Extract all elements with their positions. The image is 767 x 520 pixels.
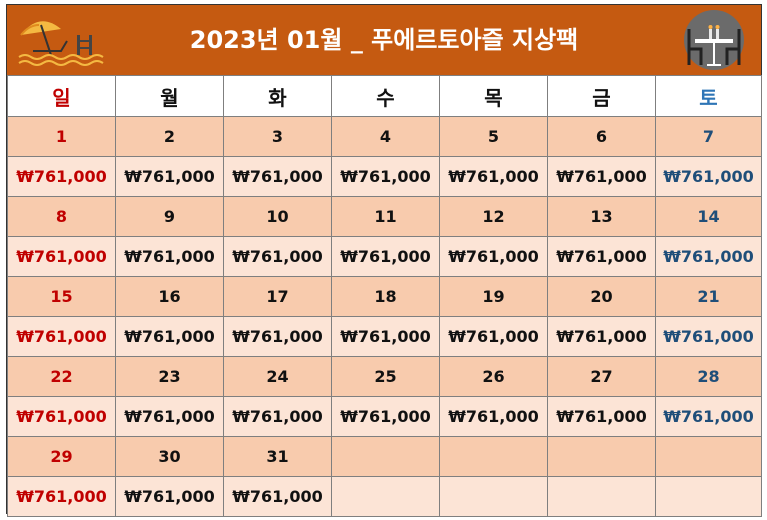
price-cell[interactable]: ₩761,000: [547, 236, 656, 277]
week-4-price-row: ₩761,000 ₩761,000 ₩761,000 ₩761,000 ₩761…: [7, 396, 762, 437]
week-3-price-row: ₩761,000 ₩761,000 ₩761,000 ₩761,000 ₩761…: [7, 316, 762, 357]
price-cell[interactable]: ₩761,000: [331, 316, 440, 357]
day-cell[interactable]: 29: [7, 436, 116, 477]
day-cell[interactable]: 25: [331, 356, 440, 397]
price-cell[interactable]: ₩761,000: [331, 236, 440, 277]
week-2-price-row: ₩761,000 ₩761,000 ₩761,000 ₩761,000 ₩761…: [7, 236, 762, 277]
price-cell[interactable]: ₩761,000: [115, 236, 224, 277]
price-cell[interactable]: ₩761,000: [655, 236, 762, 277]
day-cell[interactable]: 19: [439, 276, 548, 317]
beach-umbrella-pool-icon: [18, 21, 104, 66]
price-cell[interactable]: ₩761,000: [115, 156, 224, 197]
day-cell[interactable]: 8: [7, 196, 116, 237]
week-5-day-row: 29 30 31: [7, 436, 762, 477]
weekday-mon: 월: [115, 75, 224, 117]
day-cell[interactable]: 10: [223, 196, 332, 237]
price-cell[interactable]: ₩761,000: [223, 316, 332, 357]
price-cell[interactable]: ₩761,000: [223, 236, 332, 277]
day-cell[interactable]: 30: [115, 436, 224, 477]
day-cell[interactable]: 24: [223, 356, 332, 397]
weekday-sun: 일: [7, 75, 116, 117]
week-1-day-row: 1 2 3 4 5 6 7: [7, 116, 762, 157]
weekday-tue: 화: [223, 75, 332, 117]
calendar-title: 2023년 01월 _ 푸에르토아즐 지상팩: [189, 26, 579, 54]
price-cell[interactable]: ₩761,000: [547, 316, 656, 357]
week-1-price-row: ₩761,000 ₩761,000 ₩761,000 ₩761,000 ₩761…: [7, 156, 762, 197]
day-cell[interactable]: 28: [655, 356, 762, 397]
price-cell[interactable]: ₩761,000: [223, 156, 332, 197]
empty-cell: [331, 476, 440, 517]
day-cell[interactable]: 31: [223, 436, 332, 477]
day-cell[interactable]: 27: [547, 356, 656, 397]
day-cell[interactable]: 5: [439, 116, 548, 157]
price-cell[interactable]: ₩761,000: [439, 156, 548, 197]
weekday-thu: 목: [439, 75, 548, 117]
day-cell[interactable]: 22: [7, 356, 116, 397]
price-cell[interactable]: ₩761,000: [547, 156, 656, 197]
price-cell[interactable]: ₩761,000: [655, 156, 762, 197]
day-cell[interactable]: 2: [115, 116, 224, 157]
price-cell[interactable]: ₩761,000: [7, 396, 116, 437]
price-cell[interactable]: ₩761,000: [115, 316, 224, 357]
price-cell[interactable]: ₩761,000: [7, 156, 116, 197]
week-2-day-row: 8 9 10 11 12 13 14: [7, 196, 762, 237]
week-5-price-row: ₩761,000 ₩761,000 ₩761,000: [7, 476, 762, 517]
day-cell[interactable]: 13: [547, 196, 656, 237]
price-cell[interactable]: ₩761,000: [547, 396, 656, 437]
day-cell[interactable]: 20: [547, 276, 656, 317]
weekday-sat: 토: [655, 75, 762, 117]
price-cell[interactable]: ₩761,000: [7, 236, 116, 277]
price-cell[interactable]: ₩761,000: [439, 316, 548, 357]
day-cell[interactable]: 21: [655, 276, 762, 317]
price-cell[interactable]: ₩761,000: [655, 396, 762, 437]
day-cell[interactable]: 16: [115, 276, 224, 317]
empty-cell: [547, 436, 656, 477]
calendar-header: 2023년 01월 _ 푸에르토아즐 지상팩: [7, 5, 761, 75]
price-cell[interactable]: ₩761,000: [115, 476, 224, 517]
price-cell[interactable]: ₩761,000: [115, 396, 224, 437]
calendar-grid: 일 월 화 수 목 금 토 1 2 3 4 5 6 7 ₩761,000 ₩76…: [7, 75, 762, 517]
price-cell[interactable]: ₩761,000: [439, 396, 548, 437]
day-cell[interactable]: 23: [115, 356, 224, 397]
day-cell[interactable]: 12: [439, 196, 548, 237]
day-cell[interactable]: 18: [331, 276, 440, 317]
day-cell[interactable]: 26: [439, 356, 548, 397]
calendar-sheet: 2023년 01월 _ 푸에르토아즐 지상팩 일 월 화 수 목 금 토: [6, 4, 762, 517]
weekday-wed: 수: [331, 75, 440, 117]
day-cell[interactable]: 11: [331, 196, 440, 237]
day-cell[interactable]: 14: [655, 196, 762, 237]
empty-cell: [655, 436, 762, 477]
price-cell[interactable]: ₩761,000: [655, 316, 762, 357]
weekday-fri: 금: [547, 75, 656, 117]
empty-cell: [331, 436, 440, 477]
day-cell[interactable]: 7: [655, 116, 762, 157]
weekday-header-row: 일 월 화 수 목 금 토: [7, 75, 762, 117]
price-cell[interactable]: ₩761,000: [331, 396, 440, 437]
price-cell[interactable]: ₩761,000: [331, 156, 440, 197]
day-cell[interactable]: 17: [223, 276, 332, 317]
empty-cell: [547, 476, 656, 517]
day-cell[interactable]: 4: [331, 116, 440, 157]
day-cell[interactable]: 6: [547, 116, 656, 157]
restaurant-table-icon: [684, 10, 744, 70]
price-cell[interactable]: ₩761,000: [7, 316, 116, 357]
empty-cell: [439, 476, 548, 517]
price-cell[interactable]: ₩761,000: [223, 396, 332, 437]
price-cell[interactable]: ₩761,000: [439, 236, 548, 277]
week-4-day-row: 22 23 24 25 26 27 28: [7, 356, 762, 397]
day-cell[interactable]: 9: [115, 196, 224, 237]
empty-cell: [439, 436, 548, 477]
day-cell[interactable]: 3: [223, 116, 332, 157]
price-cell[interactable]: ₩761,000: [223, 476, 332, 517]
price-cell[interactable]: ₩761,000: [7, 476, 116, 517]
day-cell[interactable]: 1: [7, 116, 116, 157]
week-3-day-row: 15 16 17 18 19 20 21: [7, 276, 762, 317]
day-cell[interactable]: 15: [7, 276, 116, 317]
empty-cell: [655, 476, 762, 517]
